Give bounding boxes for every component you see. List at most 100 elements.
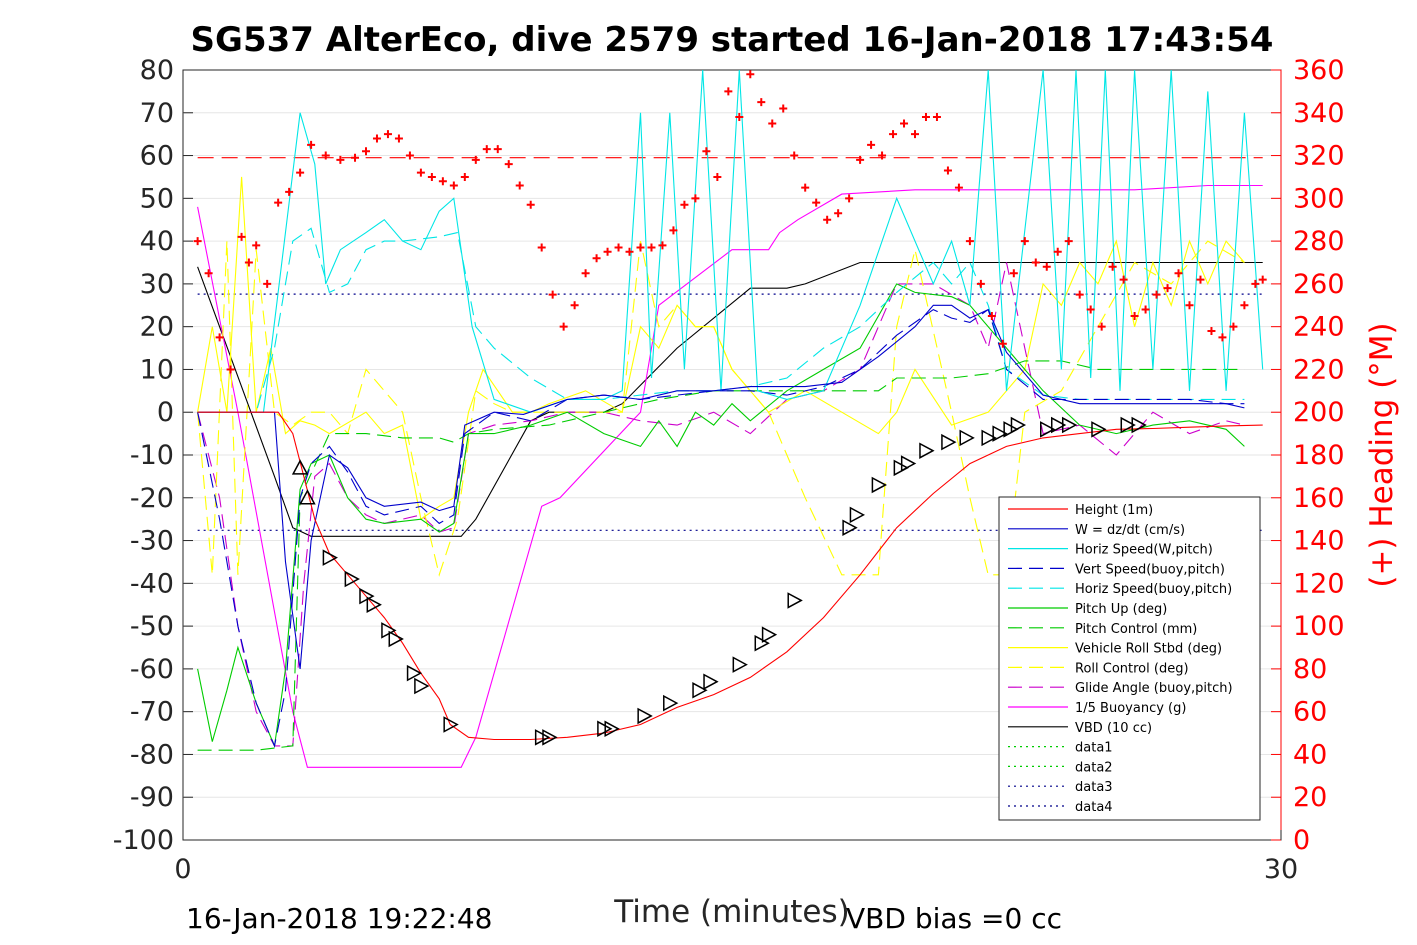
- right-tick-label: 40: [1293, 739, 1327, 770]
- right-tick-label: 120: [1293, 568, 1345, 599]
- heading-marker: [1229, 322, 1238, 331]
- heading-marker: [1163, 284, 1172, 293]
- heading-marker: [285, 187, 294, 196]
- triangle-marker: [663, 694, 679, 712]
- heading-marker: [526, 200, 535, 209]
- triangle-marker: [604, 720, 620, 738]
- right-tick-label: 80: [1293, 654, 1327, 685]
- x-tick-label: 0: [174, 854, 191, 885]
- heading-marker: [746, 70, 755, 79]
- heading-marker: [1042, 262, 1051, 271]
- heading-marker: [845, 194, 854, 203]
- heading-marker: [680, 200, 689, 209]
- heading-marker: [669, 226, 678, 235]
- left-tick-label: -70: [130, 697, 174, 728]
- x-axis-label: Time (minutes): [613, 894, 849, 930]
- triangle-marker: [381, 622, 397, 639]
- heading-marker: [471, 155, 480, 164]
- triangle-marker: [534, 729, 551, 746]
- heading-marker: [779, 104, 788, 113]
- heading-marker: [1218, 333, 1227, 342]
- heading-marker: [548, 290, 557, 299]
- triangle-marker: [941, 433, 957, 451]
- legend-label: Roll Control (deg): [1075, 661, 1189, 676]
- triangle-marker: [1010, 416, 1027, 434]
- legend: Height (1m) W = dz/dt (cm/s) Horiz Speed(W…: [998, 496, 1261, 821]
- legend-label: Height (1m): [1075, 503, 1153, 518]
- left-tick-label: -100: [113, 825, 174, 856]
- heading-marker: [274, 198, 283, 207]
- triangle-marker: [842, 519, 858, 536]
- right-axis: 3603403203002802602402202001801601401201…: [1271, 55, 1345, 856]
- legend-label: 1/5 Buoyancy (g): [1075, 701, 1186, 716]
- heading-marker: [691, 194, 700, 203]
- triangle-marker: [732, 656, 748, 673]
- heading-marker: [921, 113, 930, 122]
- heading-marker: [801, 183, 810, 192]
- right-tick-label: 200: [1293, 397, 1345, 428]
- right-tick-label: 320: [1293, 141, 1345, 172]
- series-line-1: [197, 304, 1245, 669]
- series-line-9: [197, 262, 1245, 747]
- triangle-marker: [754, 634, 770, 652]
- legend-label: Horiz Speed(W,pitch): [1075, 543, 1213, 558]
- triangle-marker: [703, 673, 719, 690]
- left-tick-label: -80: [130, 739, 174, 770]
- legend-label: Pitch Control (mm): [1075, 622, 1197, 637]
- x-axis: 0 30: [174, 830, 1298, 885]
- heading-marker: [252, 241, 261, 250]
- triangle-marker: [443, 716, 459, 733]
- heading-marker: [834, 209, 843, 218]
- heading-marker: [889, 130, 898, 139]
- heading-marker: [790, 151, 799, 160]
- triangle-marker: [919, 442, 935, 459]
- series-lines: [197, 69, 1264, 768]
- right-tick-label: 180: [1293, 440, 1345, 471]
- right-tick-label: 160: [1293, 483, 1345, 514]
- triangle-marker: [1131, 416, 1147, 434]
- heading-marker: [636, 243, 645, 252]
- left-tick-label: -10: [130, 440, 174, 471]
- legend-label: data2: [1075, 760, 1113, 775]
- heading-marker: [215, 333, 224, 342]
- right-tick-label: 300: [1293, 183, 1345, 214]
- heading-marker: [954, 183, 963, 192]
- heading-marker: [757, 98, 766, 107]
- heading-marker: [1053, 247, 1062, 256]
- triangle-marker: [900, 455, 917, 472]
- right-tick-label: 20: [1293, 782, 1327, 813]
- triangle-marker: [1003, 421, 1019, 438]
- triangle-marker: [893, 459, 909, 477]
- heading-markers: [193, 70, 1267, 374]
- right-tick-label: 360: [1293, 55, 1345, 86]
- triangle-marker: [1040, 421, 1056, 438]
- heading-marker: [1108, 262, 1117, 271]
- legend-label: data4: [1075, 800, 1113, 815]
- heading-marker: [1009, 269, 1018, 278]
- right-tick-label: 60: [1293, 697, 1327, 728]
- left-tick-label: 0: [157, 397, 174, 428]
- heading-marker: [559, 322, 568, 331]
- heading-marker: [1207, 326, 1216, 335]
- legend-label: Pitch Up (deg): [1075, 602, 1167, 617]
- footer-vbd-bias: VBD bias =0 cc: [846, 902, 1062, 935]
- right-tick-label: 240: [1293, 312, 1345, 343]
- triangle-marker: [1120, 416, 1136, 434]
- triangle-marker: [322, 549, 338, 566]
- heading-marker: [647, 243, 656, 252]
- right-tick-label: 220: [1293, 354, 1345, 385]
- heading-marker: [427, 172, 436, 181]
- right-tick-label: 100: [1293, 611, 1345, 642]
- triangle-marker: [388, 630, 404, 648]
- triangle-marker: [692, 682, 708, 699]
- heading-marker: [867, 140, 876, 149]
- heading-marker: [1130, 311, 1139, 320]
- footer-timestamp: 16-Jan-2018 19:22:48: [186, 902, 492, 935]
- heading-marker: [943, 166, 952, 175]
- heading-marker: [911, 130, 919, 139]
- heading-marker: [307, 140, 316, 149]
- heading-marker: [226, 365, 235, 374]
- heading-marker: [614, 243, 623, 252]
- heading-marker: [900, 119, 909, 128]
- heading-marker: [1258, 275, 1267, 284]
